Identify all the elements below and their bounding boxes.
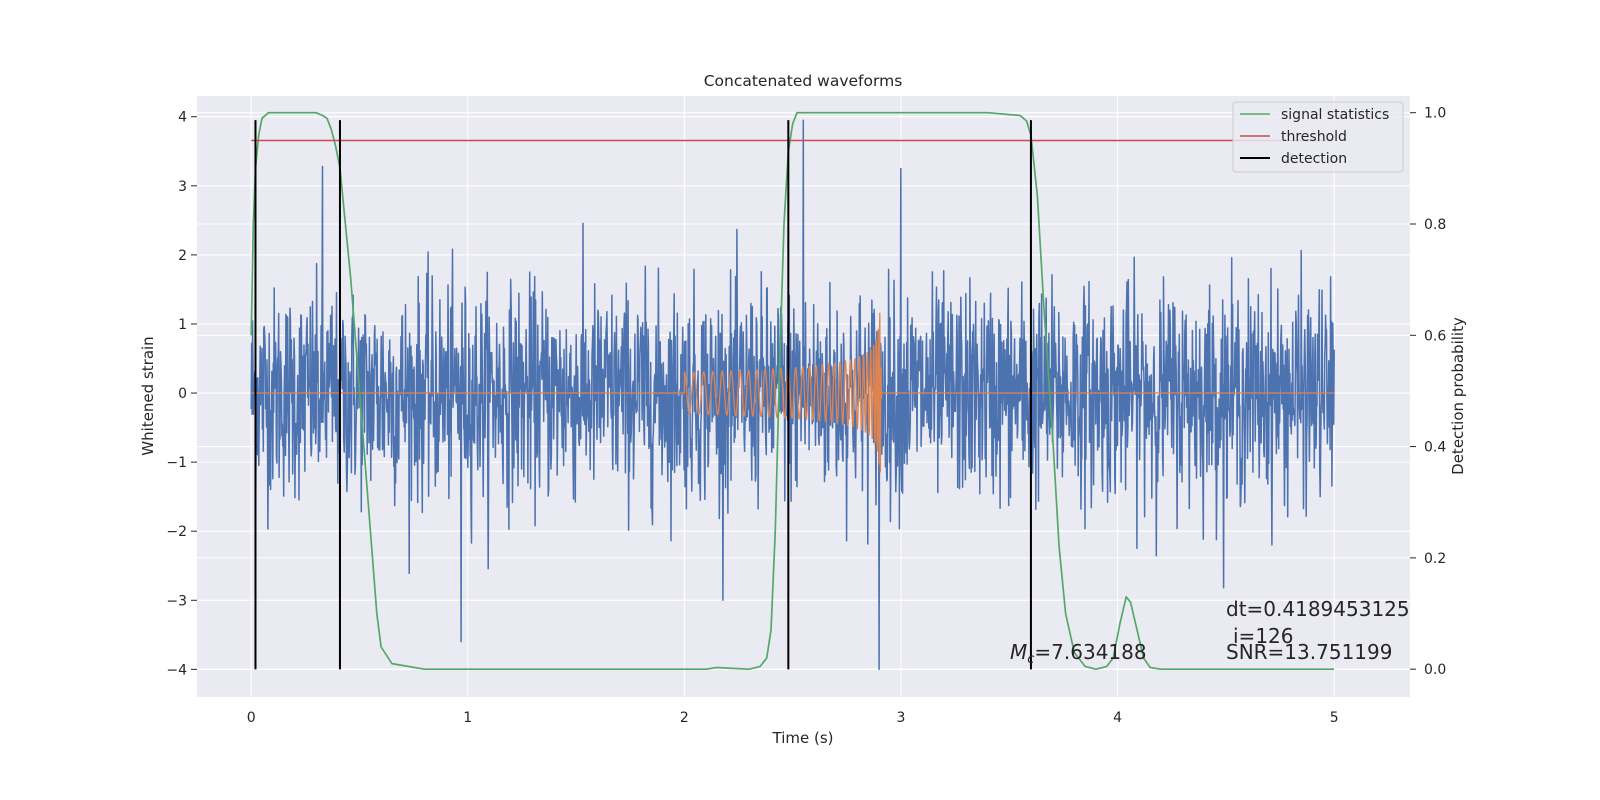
chirp-mass-subscript: c: [1027, 652, 1034, 667]
x-tick-label: 2: [680, 710, 689, 726]
chart-title: Concatenated waveforms: [704, 72, 903, 90]
legend-label-detection: detection: [1281, 151, 1347, 167]
chirp-mass-annotation: Mc=7.634188: [1010, 640, 1147, 667]
y-tick-label: 2: [178, 248, 187, 264]
right-tick-label: 0.0: [1424, 662, 1446, 678]
dt-annotation: dt=0.4189453125: [1226, 597, 1410, 621]
x-tick-label: 0: [247, 710, 256, 726]
x-tick-label: 3: [897, 710, 906, 726]
legend-label-signal-statistics: signal statistics: [1281, 107, 1389, 123]
y-tick-label: −1: [166, 455, 187, 471]
series-layer: [250, 111, 1335, 671]
y-tick-label: 4: [178, 110, 187, 126]
x-tick-label: 5: [1330, 710, 1339, 726]
x-axis-label: Time (s): [772, 729, 834, 747]
right-tick-label: 0.4: [1424, 440, 1446, 456]
chirp-mass-symbol: M: [1010, 640, 1027, 664]
legend-box: [1232, 101, 1404, 173]
y-axis-label: Whitened strain: [139, 336, 157, 455]
right-tick-label: 0.6: [1424, 328, 1446, 344]
template-series-line: [251, 312, 1335, 473]
legend-label-threshold: threshold: [1281, 129, 1347, 145]
right-tick-label: 1.0: [1424, 106, 1446, 122]
x-axis-ticks: 0 1 2 3 4 5: [247, 710, 1339, 726]
y-tick-label: 3: [178, 179, 187, 195]
chirp-mass-value: =7.634188: [1034, 640, 1146, 664]
right-tick-label: 0.2: [1424, 551, 1446, 567]
y-tick-label: −3: [166, 593, 187, 609]
y-tick-label: 0: [178, 386, 187, 402]
y-tick-label: 1: [178, 317, 187, 333]
y-tick-label: −4: [166, 662, 187, 678]
index-annotation: i=126: [1233, 624, 1294, 648]
right-tick-label: 0.8: [1424, 217, 1446, 233]
y-axis-ticks: −4 −3 −2 −1 0 1 2 3 4: [166, 110, 197, 678]
x-tick-label: 4: [1113, 710, 1122, 726]
right-axis-ticks: 0.0 0.2 0.4 0.6 0.8 1.0: [1410, 106, 1446, 678]
x-tick-label: 1: [463, 710, 472, 726]
snr-annotation: SNR=13.751199: [1226, 640, 1392, 664]
signal-statistics-line: [250, 111, 1335, 671]
legend: signal statistics threshold detection: [1232, 101, 1404, 173]
strain-series-line: [250, 119, 1335, 671]
right-axis-label: Detection probability: [1449, 317, 1467, 475]
y-tick-label: −2: [166, 524, 187, 540]
annotations: Mc=7.634188 dt=0.4189453125 i=126 SNR=13…: [1010, 597, 1410, 667]
